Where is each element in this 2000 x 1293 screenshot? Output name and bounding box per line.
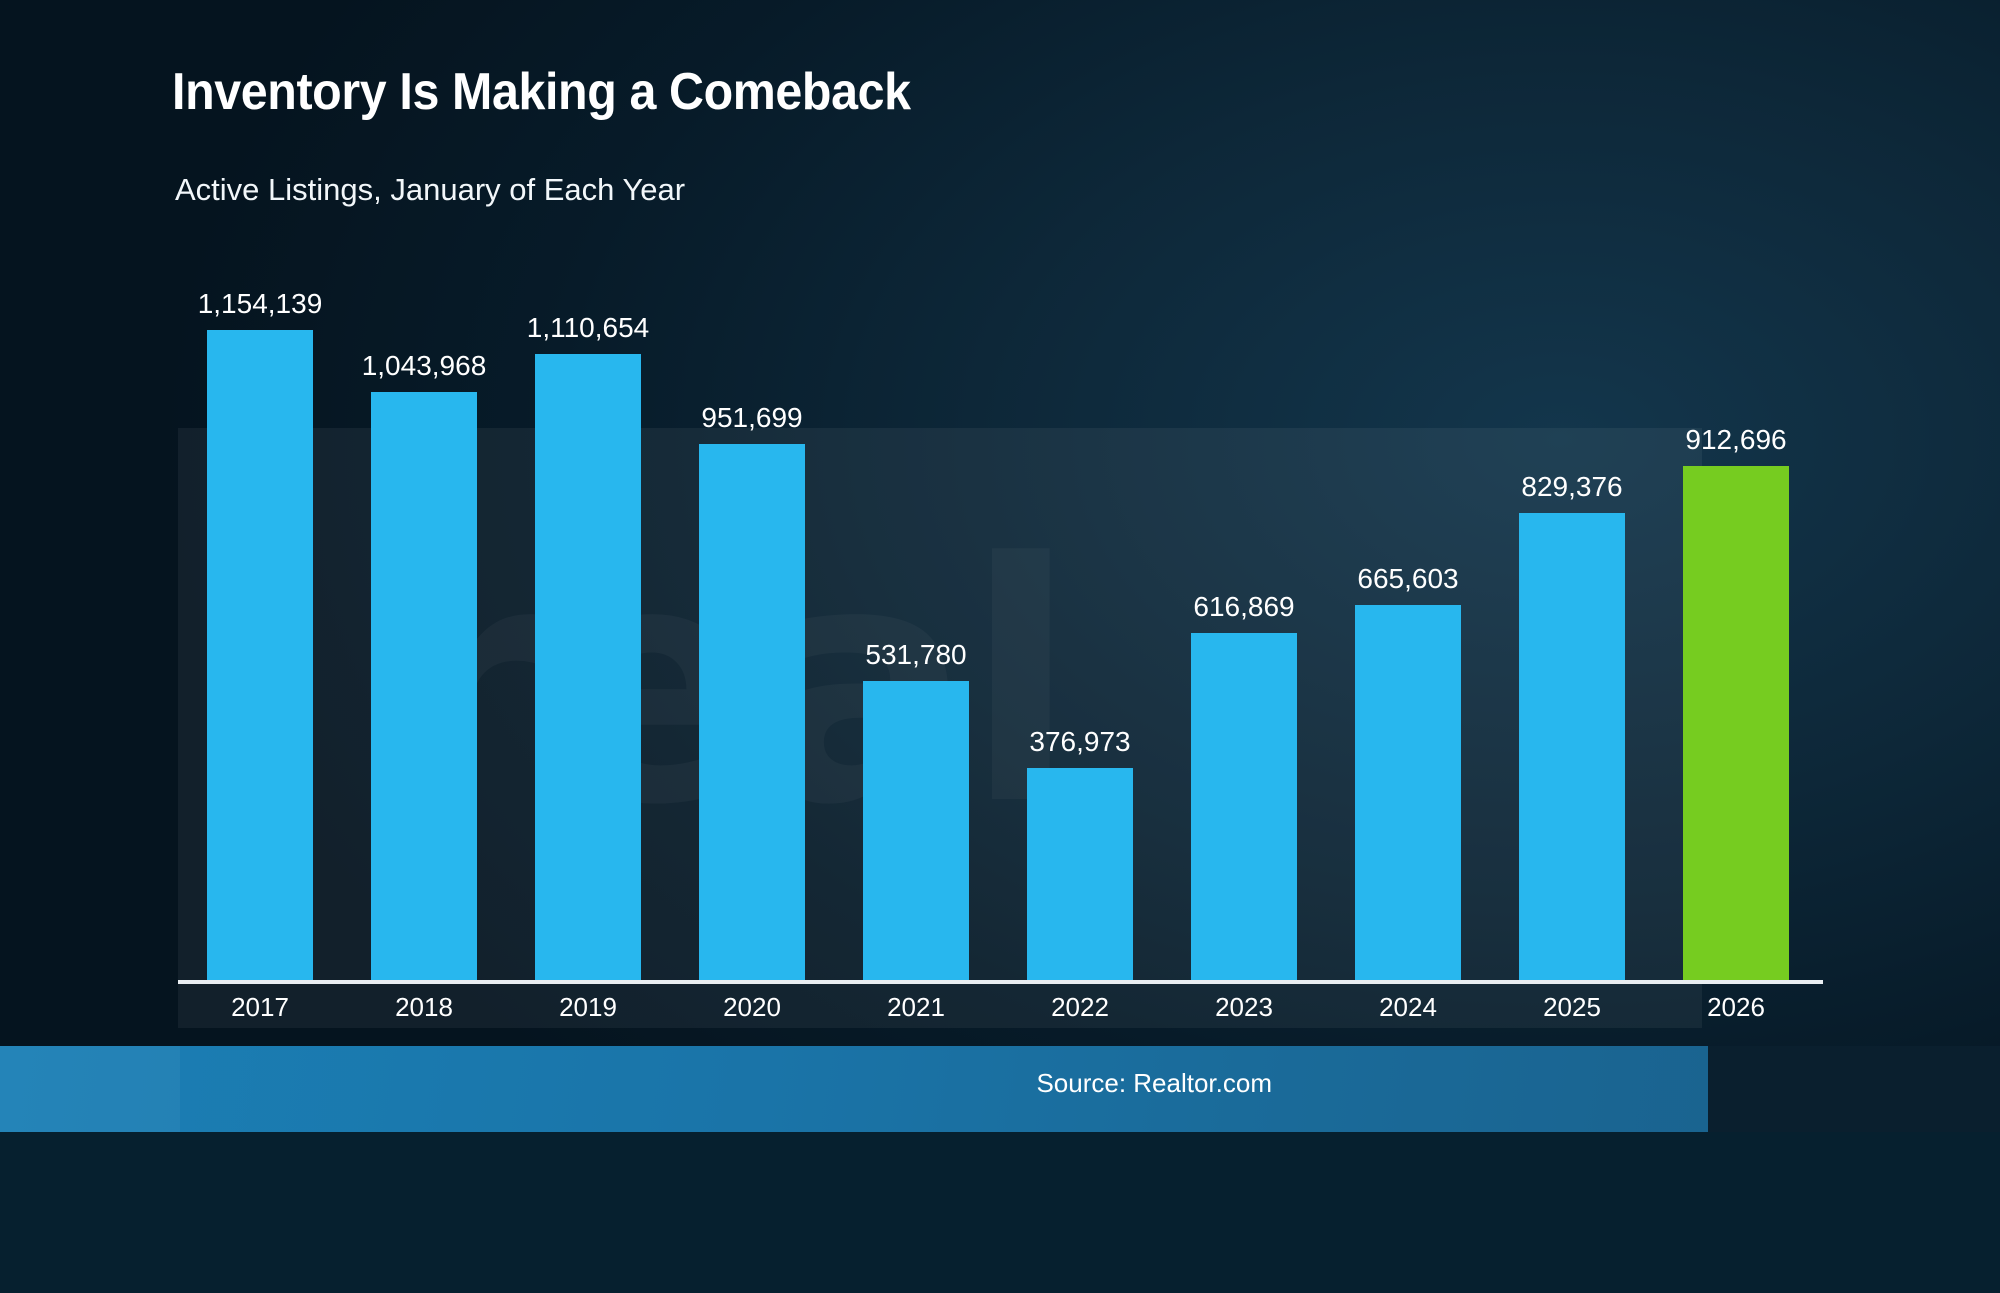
bar-slot: 829,376 (1519, 330, 1625, 980)
bar-slot: 616,869 (1191, 330, 1297, 980)
page-subtitle: Active Listings, January of Each Year (175, 172, 686, 207)
bar-value-label-2024: 665,603 (1357, 563, 1459, 594)
x-axis-tick-labels: 2017 2018 2019 2020 2021 2022 2023 2024 2025 2026 (178, 992, 1818, 1038)
bar-2023[interactable] (1191, 633, 1297, 980)
source-band-right-overlay (1708, 1046, 2000, 1132)
source-band-left-overlay (0, 1046, 180, 1132)
bar-slot: 1,154,139 (198, 288, 322, 980)
bar-2026[interactable] (1683, 466, 1789, 980)
x-tick-2020: 2020 (723, 992, 781, 1022)
source-band (0, 1046, 2000, 1132)
x-tick-2026: 2026 (1707, 992, 1765, 1022)
x-tick-2018: 2018 (395, 992, 453, 1022)
bar-value-label-2020: 951,699 (701, 402, 803, 433)
bar-value-label-2017: 1,154,139 (197, 288, 323, 319)
bar-value-label-2019: 1,110,654 (526, 312, 650, 343)
footer-bar: Michael Mahoney Real Broker, MA LLC (617… (0, 1132, 2000, 1293)
bar-slot: 1,043,968 (362, 330, 486, 980)
bar-slot: 1,110,654 (527, 312, 649, 980)
bar-slot: 912,696 (1683, 330, 1789, 980)
bar-value-label-2023: 616,869 (1193, 591, 1295, 622)
x-tick-2023: 2023 (1215, 992, 1273, 1022)
bar-2024[interactable] (1355, 605, 1461, 980)
bar-slot: 376,973 (1027, 330, 1133, 980)
page-title: Inventory Is Making a Comeback (172, 63, 911, 121)
bar-slot: 665,603 (1355, 330, 1461, 980)
bar-2022[interactable] (1027, 768, 1133, 980)
bar-2025[interactable] (1519, 513, 1625, 980)
bar-value-label-2026: 912,696 (1685, 424, 1787, 455)
bar-2021[interactable] (863, 681, 969, 980)
x-tick-2017: 2017 (231, 992, 289, 1022)
x-tick-2019: 2019 (559, 992, 617, 1022)
x-tick-2022: 2022 (1051, 992, 1109, 1022)
bar-2018[interactable] (371, 392, 477, 980)
bar-value-label-2021: 531,780 (865, 639, 967, 670)
bar-chart-plot-area: 1,154,139 1,043,968 1,110,654 951,699 531,78… (178, 288, 1818, 980)
bar-value-label-2022: 376,973 (1029, 726, 1131, 757)
bar-2017[interactable] (207, 330, 313, 980)
bar-value-label-2025: 829,376 (1521, 471, 1623, 502)
bar-2019[interactable] (535, 354, 641, 980)
source-label: Source: Realtor.com (1036, 1068, 1272, 1098)
bar-slot: 951,699 (699, 330, 805, 980)
bar-value-label-2018: 1,043,968 (361, 350, 487, 381)
x-axis-line (178, 980, 1823, 984)
bar-2020[interactable] (699, 444, 805, 980)
x-tick-2024: 2024 (1379, 992, 1437, 1022)
bar-slot: 531,780 (863, 330, 969, 980)
x-tick-2025: 2025 (1543, 992, 1601, 1022)
x-tick-2021: 2021 (887, 992, 945, 1022)
